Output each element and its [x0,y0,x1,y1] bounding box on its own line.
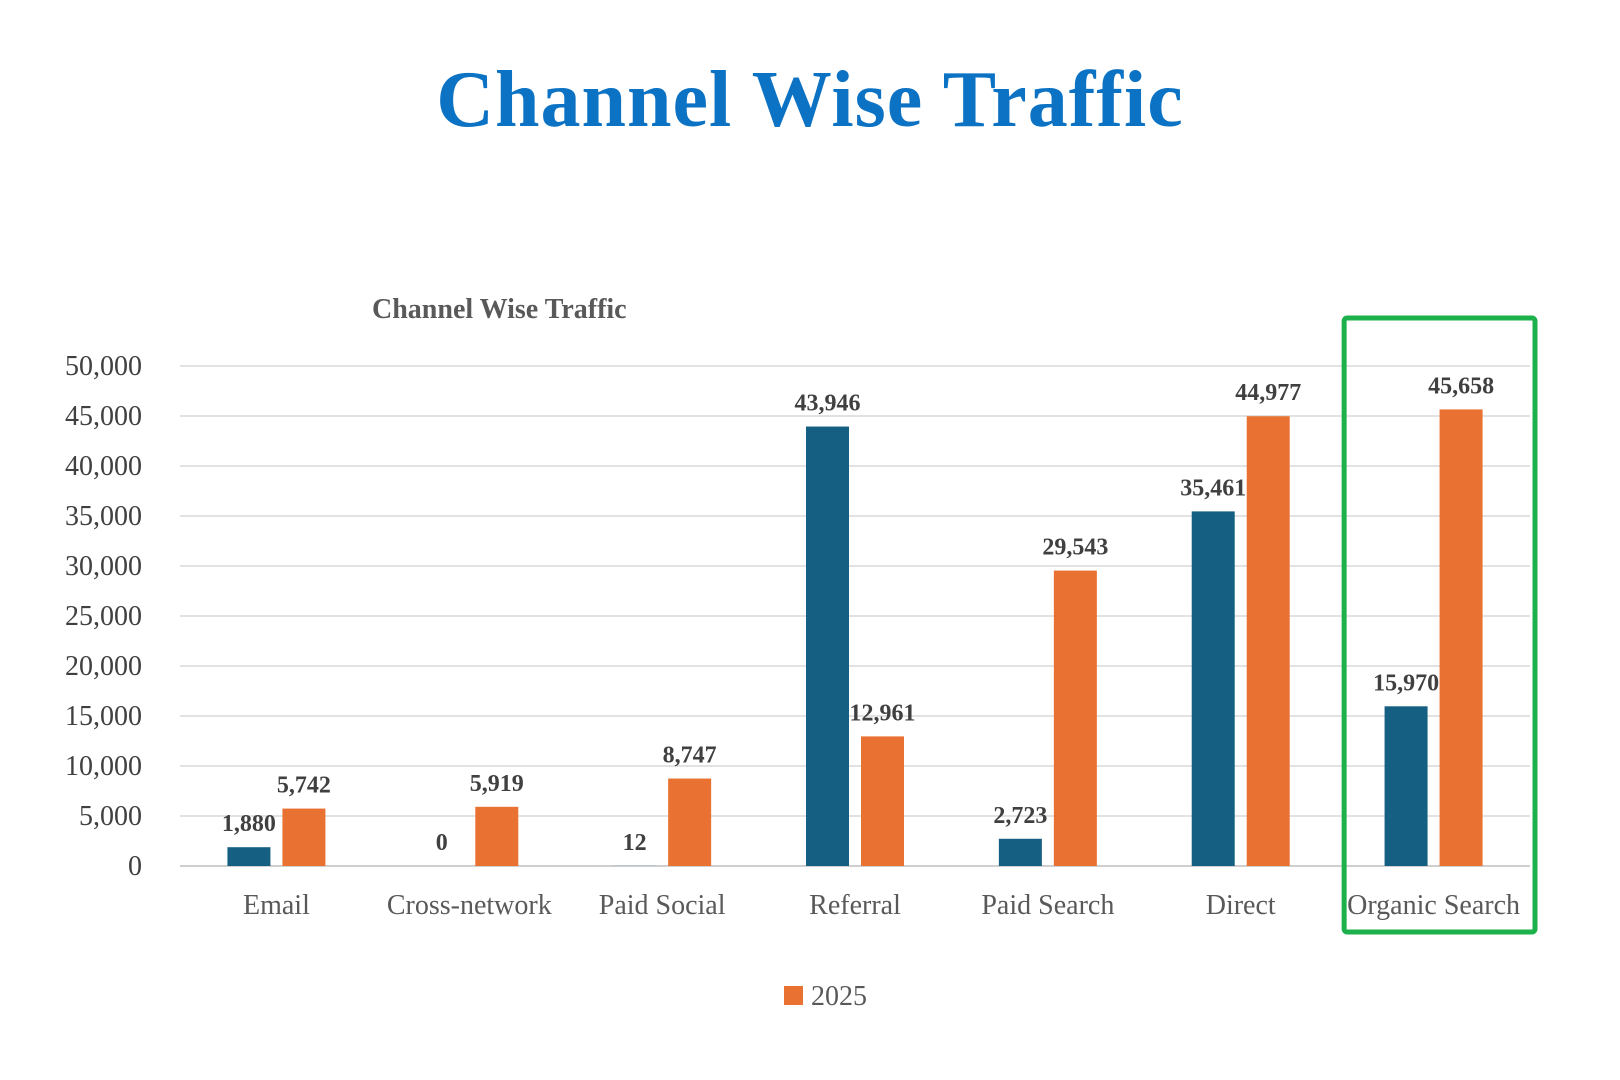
bar-referral-series-1 [806,426,849,866]
data-label-cross-network-series-1: 0 [436,830,448,856]
data-label-paid-search-series-2: 29,543 [1042,535,1108,561]
data-label-paid-search-series-1: 2,723 [993,803,1047,829]
bar-direct-series-2 [1246,416,1290,866]
bars [227,409,1483,866]
y-tick-label: 25,000 [65,601,142,632]
slide-title: Channel Wise Traffic [436,56,1184,144]
bar-paid-search-series-2 [1053,570,1097,866]
chart-title: Channel Wise Traffic [372,294,627,325]
y-tick-label: 35,000 [65,501,142,532]
bar-paid-social-series-2 [668,778,712,866]
legend-label-1: 2025 [811,981,867,1012]
bar-organic-search-series-2 [1439,409,1483,866]
y-tick-label: 45,000 [65,401,142,432]
data-label-paid-social-series-2: 8,747 [663,743,717,769]
y-tick-label: 10,000 [65,751,142,782]
data-label-direct-series-1: 35,461 [1180,475,1246,501]
legend: 2025 [784,981,867,1012]
data-label-direct-series-2: 44,977 [1235,380,1301,406]
bar-referral-series-2 [861,736,904,866]
data-label-organic-search-series-1: 15,970 [1373,670,1439,696]
data-label-cross-network-series-2: 5,919 [470,771,524,797]
data-label-referral-series-2: 12,961 [850,700,916,726]
y-tick-label: 40,000 [65,451,142,482]
bar-email-series-1 [227,847,271,866]
y-tick-label: 50,000 [65,351,142,382]
data-label-email-series-2: 5,742 [277,773,331,799]
highlight-layer [1341,315,1538,935]
gridlines [180,365,1530,867]
data-label-referral-series-1: 43,946 [795,391,861,417]
x-tick-paid-social: Paid Social [599,890,726,921]
y-tick-label: 30,000 [65,551,142,582]
bar-paid-search-series-1 [998,838,1042,866]
y-tick-label: 5,000 [79,801,142,832]
data-label-organic-search-series-2: 45,658 [1428,373,1494,399]
bar-email-series-2 [282,808,326,866]
x-tick-paid-search: Paid Search [981,890,1114,921]
x-tick-cross-network: Cross-network [387,890,552,921]
data-label-email-series-1: 1,880 [222,811,276,837]
x-tick-email: Email [243,890,310,921]
data-label-paid-social-series-1: 12 [623,830,647,856]
y-tick-label: 0 [128,851,142,882]
y-axis-ticks: 0 5,000 10,000 15,000 20,000 25,000 30,000 35,0… [65,351,142,882]
highlight-box-organic-search [1341,315,1538,935]
x-tick-direct: Direct [1206,890,1276,921]
y-tick-label: 15,000 [65,701,142,732]
x-axis-ticks: Email Cross-network Paid Social Referral Pai… [243,890,1520,921]
bar-direct-series-1 [1191,511,1235,866]
legend-swatch-1 [784,986,803,1005]
y-tick-label: 20,000 [65,651,142,682]
x-tick-referral: Referral [809,890,901,921]
x-tick-organic-search: Organic Search [1347,890,1520,921]
bar-cross-network-series-2 [475,806,519,866]
bar-organic-search-series-1 [1384,706,1428,866]
